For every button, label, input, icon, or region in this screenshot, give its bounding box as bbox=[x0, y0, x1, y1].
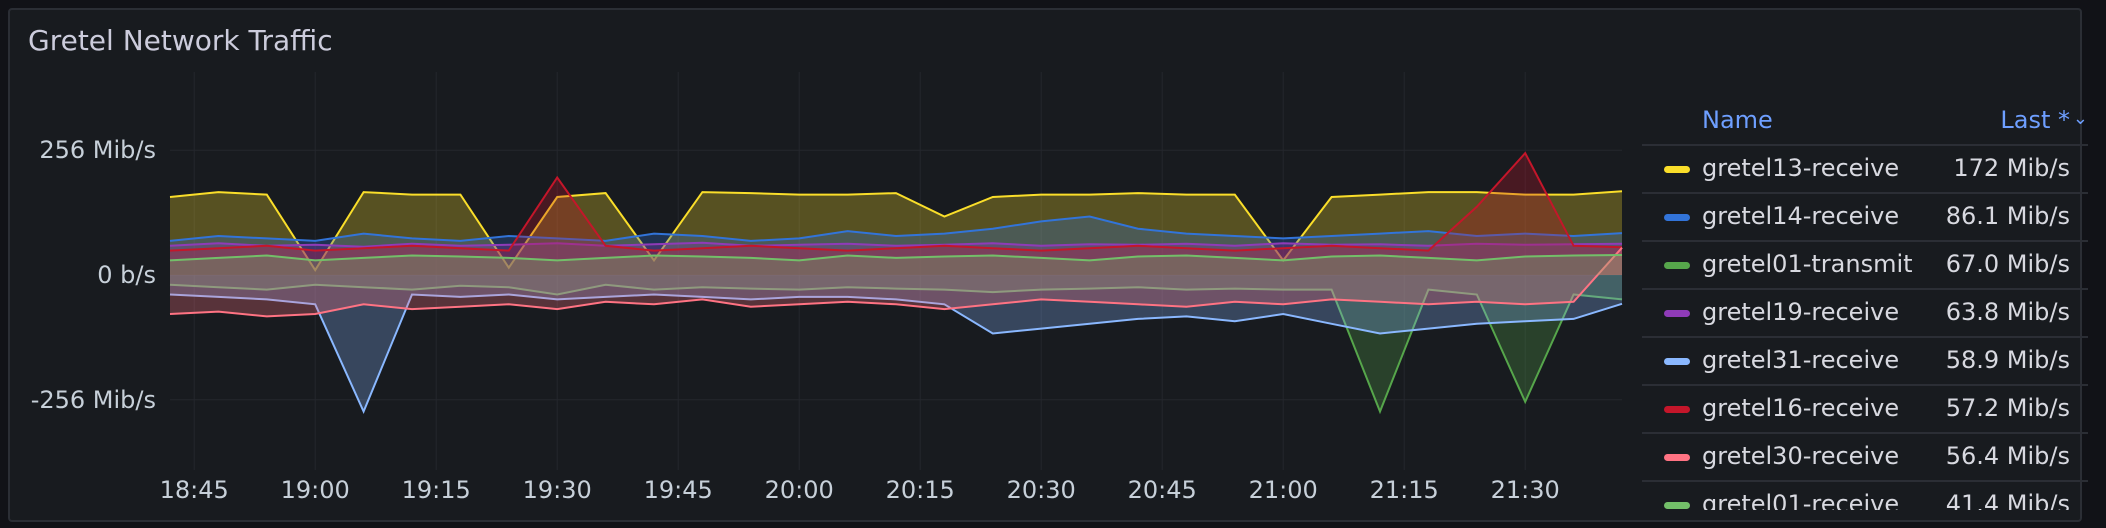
series-line-gretel14-receive bbox=[169, 215, 1623, 242]
legend-series-last-value: 57.2 Mib/s bbox=[1945, 394, 2070, 422]
legend-row[interactable]: gretel31-receive 58.9 Mib/s bbox=[1642, 338, 2088, 386]
series-color-swatch bbox=[1664, 358, 1690, 365]
series-area-gretel13-receive bbox=[170, 191, 1622, 275]
legend-series-name: gretel19-receive bbox=[1702, 298, 1900, 326]
series-line-gretel16-receive bbox=[169, 151, 1623, 252]
legend-table: Name Last * ⌄ gretel13-receive 172 Mib/s g… bbox=[1642, 96, 2088, 510]
series-area-gretel01-transmit bbox=[170, 275, 1622, 412]
legend-row[interactable]: gretel13-receive 172 Mib/s bbox=[1642, 146, 2088, 194]
legend-row[interactable]: gretel01-receive 41.4 Mib/s bbox=[1642, 482, 2088, 510]
legend-name-column-header[interactable]: Name bbox=[1702, 106, 1773, 134]
y-tick-label: -256 Mib/s bbox=[31, 386, 156, 414]
series-area-gretel31-receive bbox=[170, 275, 1622, 412]
series-area-gretel16-receive bbox=[170, 153, 1622, 275]
series-color-swatch bbox=[1664, 262, 1690, 269]
series-line-gretel01-transmit bbox=[169, 283, 1623, 415]
legend-row[interactable]: gretel16-receive 57.2 Mib/s bbox=[1642, 386, 2088, 434]
series-line-gretel31-receive bbox=[169, 293, 1623, 415]
y-tick-label: 256 Mib/s bbox=[39, 136, 156, 164]
series-line-gretel01-receive bbox=[169, 254, 1623, 262]
x-tick-label: 21:00 bbox=[1249, 476, 1318, 504]
series-area-gretel30-receive bbox=[170, 247, 1622, 317]
y-axis-ticks: 256 Mib/s 0 b/s -256 Mib/s bbox=[31, 136, 156, 414]
x-tick-label: 20:45 bbox=[1128, 476, 1197, 504]
legend-series-name: gretel30-receive bbox=[1702, 442, 1900, 470]
series-color-swatch bbox=[1664, 310, 1690, 317]
series-color-swatch bbox=[1664, 502, 1690, 509]
legend-series-last-value: 56.4 Mib/s bbox=[1945, 442, 2070, 470]
legend-row[interactable]: gretel01-transmit 67.0 Mib/s bbox=[1642, 242, 2088, 290]
legend-row[interactable]: gretel19-receive 63.8 Mib/s bbox=[1642, 290, 2088, 338]
x-tick-label: 21:30 bbox=[1491, 476, 1560, 504]
legend-series-name: gretel31-receive bbox=[1702, 346, 1900, 374]
series-line-gretel30-receive bbox=[169, 247, 1623, 318]
x-tick-label: 18:45 bbox=[160, 476, 229, 504]
series-color-swatch bbox=[1664, 454, 1690, 461]
series-line-gretel13-receive bbox=[169, 190, 1623, 272]
x-axis-ticks: 18:45 19:00 19:15 19:30 19:45 20:00 20:15 20:30… bbox=[160, 476, 1560, 504]
legend-series-last-value: 58.9 Mib/s bbox=[1945, 346, 2070, 374]
legend-series-name: gretel14-receive bbox=[1702, 202, 1900, 230]
grid-lines bbox=[170, 72, 1622, 470]
chevron-down-icon[interactable]: ⌄ bbox=[2072, 108, 2088, 129]
series-areas bbox=[169, 151, 1623, 415]
x-tick-label: 20:30 bbox=[1007, 476, 1076, 504]
x-tick-label: 19:45 bbox=[644, 476, 713, 504]
x-tick-label: 19:00 bbox=[281, 476, 350, 504]
time-series-plot[interactable]: 256 Mib/s 0 b/s -256 Mib/s 18:45 19:00 19:15… bbox=[10, 10, 1642, 520]
legend-rows: gretel13-receive 172 Mib/s gretel14-receiv… bbox=[1642, 146, 2088, 510]
series-color-swatch bbox=[1664, 166, 1690, 173]
series-line-gretel19-receive bbox=[169, 241, 1623, 248]
legend-series-name: gretel13-receive bbox=[1702, 154, 1900, 182]
series-color-swatch bbox=[1664, 214, 1690, 221]
legend-series-last-value: 41.4 Mib/s bbox=[1945, 490, 2070, 510]
legend-series-last-value: 63.8 Mib/s bbox=[1945, 298, 2070, 326]
panel-title[interactable]: Gretel Network Traffic bbox=[28, 24, 333, 57]
x-tick-label: 21:15 bbox=[1370, 476, 1439, 504]
legend-header: Name Last * ⌄ bbox=[1642, 96, 2088, 146]
traffic-panel: Gretel Network Traffic 256 Mib/s 0 b/s -25… bbox=[8, 8, 2088, 522]
legend-series-name: gretel01-receive bbox=[1702, 490, 1900, 510]
legend-series-name: gretel16-receive bbox=[1702, 394, 1900, 422]
legend-series-last-value: 172 Mib/s bbox=[1953, 154, 2070, 182]
x-tick-label: 19:30 bbox=[523, 476, 592, 504]
y-tick-label: 0 b/s bbox=[97, 261, 156, 289]
legend-row[interactable]: gretel14-receive 86.1 Mib/s bbox=[1642, 194, 2088, 242]
x-tick-label: 20:15 bbox=[886, 476, 955, 504]
legend-last-column-header[interactable]: Last * bbox=[2000, 106, 2070, 134]
legend-series-name: gretel01-transmit bbox=[1702, 250, 1913, 278]
series-color-swatch bbox=[1664, 406, 1690, 413]
legend-series-last-value: 67.0 Mib/s bbox=[1945, 250, 2070, 278]
x-tick-label: 19:15 bbox=[402, 476, 471, 504]
legend-row[interactable]: gretel30-receive 56.4 Mib/s bbox=[1642, 434, 2088, 482]
x-tick-label: 20:00 bbox=[765, 476, 834, 504]
legend-series-last-value: 86.1 Mib/s bbox=[1945, 202, 2070, 230]
